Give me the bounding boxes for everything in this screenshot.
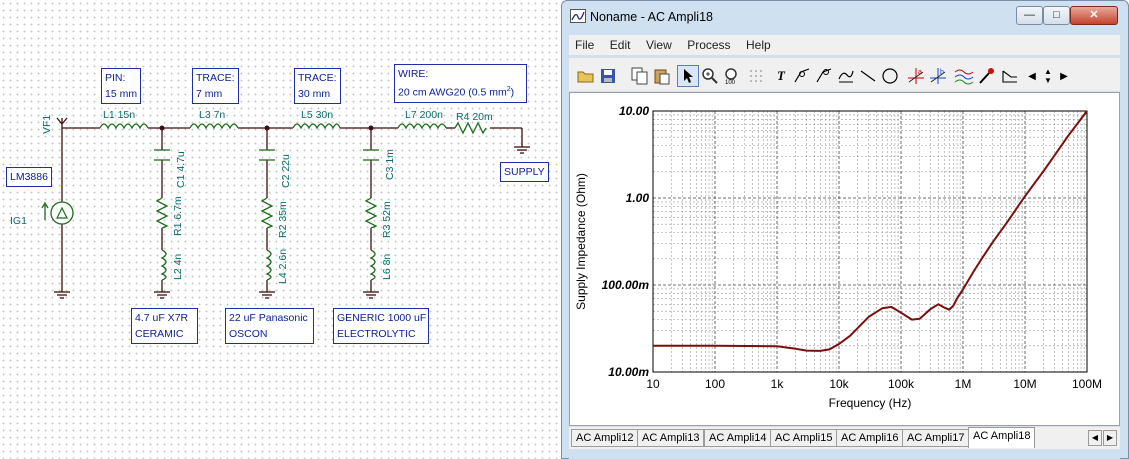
schematic-drawing: L1 15n L3 7n L5 30n L7 200n R4 20m C1 4.…: [10, 109, 530, 299]
probe-icon[interactable]: [975, 65, 997, 87]
y-tick-label: 100.00m: [602, 278, 650, 292]
label-C3: C3 1m: [384, 149, 396, 180]
app-icon: [570, 9, 586, 23]
note-cap-ceramic[interactable]: 4.7 uF X7R CERAMIC: [131, 308, 198, 344]
label-VF1: VF1: [41, 115, 53, 134]
label-R2: R2 35m: [277, 201, 289, 238]
label-C2: C2 22u: [280, 154, 292, 188]
note-wire[interactable]: WIRE: 20 cm AWG20 (0.5 mm2): [394, 64, 527, 103]
label-R1: R1 6.7m: [172, 196, 184, 236]
y-tick-label: 1.00: [626, 191, 650, 205]
label-IG1: IG1: [10, 215, 27, 227]
tab-ac-ampli18[interactable]: AC Ampli18: [968, 427, 1036, 448]
save-icon[interactable]: [597, 65, 619, 87]
close-button[interactable]: ✕: [1070, 6, 1118, 25]
label-L4: L4 2.6n: [277, 249, 289, 284]
tab-ac-ampli16[interactable]: AC Ampli16: [836, 429, 904, 447]
svg-text:100: 100: [725, 80, 736, 85]
window-title: Noname - AC Ampli18: [590, 10, 713, 24]
note-lm3886[interactable]: LM3886: [6, 167, 52, 187]
svg-text:a: a: [918, 69, 922, 76]
text-icon[interactable]: T: [777, 68, 785, 83]
plot-area: 10 100 1k 10k 100k 1M 10M 100M 10.00m 100.00m 1.00…: [569, 92, 1120, 426]
x-tick-label: 1M: [955, 377, 972, 391]
tab-bar: AC Ampli12 AC Ampli13 AC Ampli14 AC Ampl…: [569, 427, 1120, 449]
marker-a-icon[interactable]: a: [905, 65, 927, 87]
y-tick-label: 10.00: [619, 104, 649, 118]
x-tick-label: 100M: [1072, 377, 1102, 391]
zoom-100-icon[interactable]: 100: [721, 65, 743, 87]
maximize-button[interactable]: □: [1043, 6, 1070, 25]
x-tick-label: 10k: [829, 377, 849, 391]
paste-icon[interactable]: [651, 65, 673, 87]
note-pin[interactable]: PIN: 15 mm: [101, 68, 141, 104]
window-bottom-edge: [569, 449, 1120, 459]
curves-icon[interactable]: [953, 65, 975, 87]
note-trace-1[interactable]: TRACE: 7 mm: [192, 68, 239, 104]
cursor-c-icon[interactable]: [835, 65, 857, 87]
menu-edit[interactable]: Edit: [609, 38, 631, 52]
scroll-right-icon[interactable]: ▶: [1060, 70, 1068, 82]
x-axis-label: Frequency (Hz): [829, 396, 912, 410]
cursor-b-icon[interactable]: [813, 65, 835, 87]
scroll-left-icon[interactable]: ◀: [1028, 70, 1036, 82]
x-tick-label: 100k: [888, 377, 915, 391]
tabs-scroll-right[interactable]: ▶: [1103, 430, 1117, 446]
schematic-canvas[interactable]: L1 15n L3 7n L5 30n L7 200n R4 20m C1 4.…: [0, 0, 562, 459]
analysis-window: Noname - AC Ampli18 — □ ✕ File Edit View…: [561, 0, 1129, 459]
label-L5: L5 30n: [301, 109, 333, 121]
note-cap-electrolytic[interactable]: GENERIC 1000 uF ELECTROLYTIC: [333, 308, 429, 344]
tab-ac-ampli14[interactable]: AC Ampli14: [704, 429, 772, 447]
x-tick-label: 100: [705, 377, 725, 391]
label-L6: L6 8n: [381, 254, 393, 280]
tab-ac-ampli15[interactable]: AC Ampli15: [770, 429, 838, 447]
label-L2: L2 4n: [172, 254, 184, 280]
menu-bar: File Edit View Process Help: [569, 35, 1120, 55]
note-cap-oscon[interactable]: 22 uF Panasonic OSCON: [225, 308, 314, 344]
impedance-chart[interactable]: 10 100 1k 10k 100k 1M 10M 100M 10.00m 100.00m 1.00…: [570, 93, 1119, 425]
circle-icon[interactable]: [879, 65, 901, 87]
menu-help[interactable]: Help: [746, 38, 771, 52]
toolbar: 100 T a b: [569, 57, 1120, 91]
zoom-in-icon[interactable]: [699, 65, 721, 87]
menu-file[interactable]: File: [575, 38, 595, 52]
label-L7: L7 200n: [405, 109, 443, 121]
menu-process[interactable]: Process: [687, 38, 731, 52]
plot-frame: [652, 110, 1088, 373]
chart-grid: [652, 110, 1088, 373]
pointer-icon[interactable]: [677, 65, 699, 87]
title-bar[interactable]: Noname - AC Ampli18 — □ ✕: [562, 1, 1128, 32]
copy-icon[interactable]: [629, 65, 651, 87]
menu-view[interactable]: View: [645, 38, 672, 52]
label-C1: C1 4.7u: [175, 151, 187, 188]
cursor-a-icon[interactable]: [791, 65, 813, 87]
note-trace-2[interactable]: TRACE: 30 mm: [294, 68, 341, 104]
x-tick-label: 1k: [771, 377, 785, 391]
marker-b-icon[interactable]: b: [927, 65, 949, 87]
label-L3: L3 7n: [199, 109, 225, 121]
tab-ac-ampli13[interactable]: AC Ampli13: [637, 429, 705, 447]
label-L1: L1 15n: [103, 109, 135, 121]
x-tick-label: 10: [646, 377, 660, 391]
minimize-button[interactable]: —: [1016, 6, 1043, 25]
scroll-updown-icon[interactable]: ▲ ▼: [1044, 67, 1052, 85]
note-supply[interactable]: SUPPLY: [500, 162, 549, 182]
line-icon[interactable]: [857, 65, 879, 87]
y-axis-label: Supply Impedance (Ohm): [574, 173, 588, 310]
y-tick-label: 10.00m: [608, 365, 649, 379]
label-R3: R3 52m: [381, 201, 393, 238]
tab-ac-ampli12[interactable]: AC Ampli12: [571, 429, 639, 447]
label-R4: R4 20m: [456, 111, 493, 123]
slope-icon[interactable]: [999, 65, 1021, 87]
svg-text:b: b: [940, 69, 944, 76]
tabs-scroll-left[interactable]: ◀: [1088, 430, 1102, 446]
open-icon[interactable]: [575, 65, 597, 87]
tab-ac-ampli17[interactable]: AC Ampli17: [902, 429, 970, 447]
impedance-series-line: [653, 110, 1088, 352]
grid-icon[interactable]: [745, 65, 767, 87]
x-tick-label: 10M: [1013, 377, 1036, 391]
